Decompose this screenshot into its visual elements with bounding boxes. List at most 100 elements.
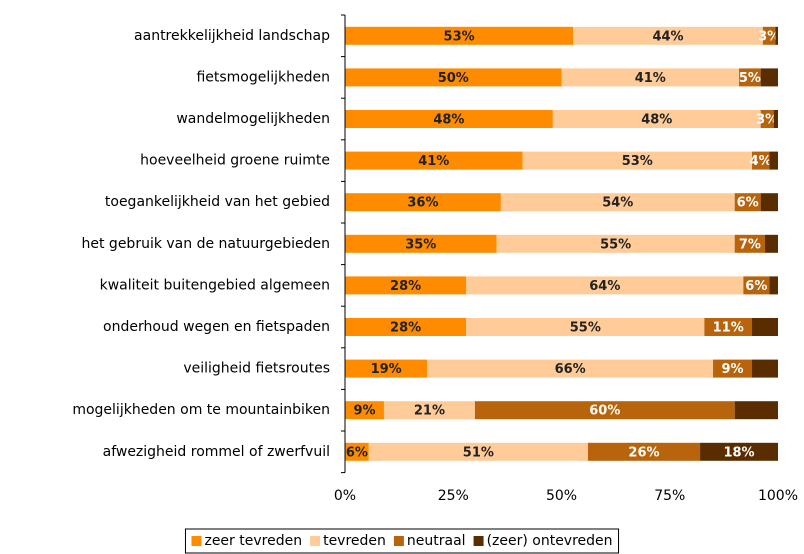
bar-segment [760,193,778,212]
value-label: 41% [418,154,449,169]
y-tick-label: wandelmogelijkheden [176,111,330,127]
value-label: 60% [589,404,620,419]
bar-segment [345,110,553,128]
bar-segment [368,442,588,461]
value-label: 9% [353,404,375,419]
value-label: 3% [756,113,778,128]
bar-segment [522,151,753,170]
bar-segment [752,151,770,170]
value-label: 9% [721,362,743,377]
value-label: 7% [739,237,761,252]
value-label: 53% [444,29,475,44]
legend-swatch [191,536,202,546]
value-label: 66% [555,362,586,377]
bar-segment [587,442,701,461]
legend [184,528,620,554]
y-tick-label: fietsmogelijkheden [196,69,330,85]
value-label: 4% [750,154,772,169]
bar-segment [743,276,770,295]
bar-segment [345,442,369,461]
x-tick-label: 75% [654,488,685,504]
y-tick-label: afwezigheid rommel of zwerfvuil [103,444,330,460]
bar-segment [773,110,778,128]
bar-segment [752,318,778,336]
bar-segment [765,234,778,253]
bar-segment [345,193,501,212]
legend-label: tevreden [323,533,386,549]
x-tick-label: 25% [438,488,469,504]
value-label: 28% [390,321,421,336]
x-tick-label: 50% [546,488,577,504]
bar-segment [345,401,384,420]
bar-segment [345,151,523,170]
bar-segment [734,401,778,420]
bar-segment [734,193,761,212]
value-label: 3% [758,29,780,44]
bar-segment [427,359,714,378]
y-tick-label: aantrekkelijkheid landschap [134,28,330,44]
value-label: 50% [438,71,469,86]
bar-segment [762,26,776,45]
value-label: 28% [390,279,421,294]
y-tick-label: mogelijkheden om te mountainbiken [72,402,330,418]
bar-segment [500,193,735,212]
value-label: 44% [652,29,683,44]
legend-swatch [393,536,404,546]
value-label: 48% [433,113,464,128]
y-tick-label: onderhoud wegen en fietspaden [103,319,330,335]
bar-segment [345,26,574,45]
value-label: 21% [414,404,445,419]
y-tick-label: het gebruik van de natuurgebieden [82,236,331,252]
value-label: 6% [346,445,368,460]
bar-segment [704,318,753,336]
value-label: 55% [600,237,631,252]
legend-label: (zeer) ontevreden [487,533,613,549]
value-label: 36% [407,196,438,211]
value-label: 54% [602,196,633,211]
value-label: 6% [737,196,759,211]
bar-segment [734,234,766,253]
y-tick-label: kwaliteit buitengebied algemeen [100,277,330,293]
bar-segment [345,276,467,295]
bar-segment [383,401,475,420]
legend-label: zeer tevreden [204,533,302,549]
value-label: 6% [745,279,767,294]
bar-segment [752,359,778,378]
bar-segment [700,442,778,461]
value-label: 19% [371,362,402,377]
bar-segment [760,68,778,87]
value-label: 41% [635,71,666,86]
value-label: 26% [628,445,659,460]
bar-segment [345,234,497,253]
bar-segment [769,276,778,295]
bar-segment [552,110,761,128]
value-label: 51% [463,445,494,460]
y-tick-label: veiligheid fietsroutes [183,361,330,377]
bar-segment [561,68,740,87]
value-label: 64% [589,279,620,294]
value-label: 55% [570,321,601,336]
bar-segment [775,26,778,45]
value-label: 18% [723,445,754,460]
legend-swatch [473,536,484,546]
bar-segment [713,359,753,378]
legend-label: neutraal [407,533,466,549]
bar-segment [739,68,761,87]
bar-segment [466,276,744,295]
bar-segment [760,110,774,128]
value-label: 5% [739,71,761,86]
bar-segment [466,318,705,336]
bar-segment [496,234,735,253]
y-tick-label: hoeveelheid groene ruimte [140,153,330,169]
bar-segment [345,318,467,336]
bar-segment [345,359,428,378]
value-label: 53% [622,154,653,169]
bar-segment [345,68,562,87]
y-tick-label: toegankelijkheid van het gebied [105,194,330,210]
x-tick-label: 0% [334,488,356,504]
x-tick-label: 100% [758,488,798,504]
value-label: 11% [713,321,744,336]
value-label: 48% [641,113,672,128]
bar-segment [573,26,763,45]
